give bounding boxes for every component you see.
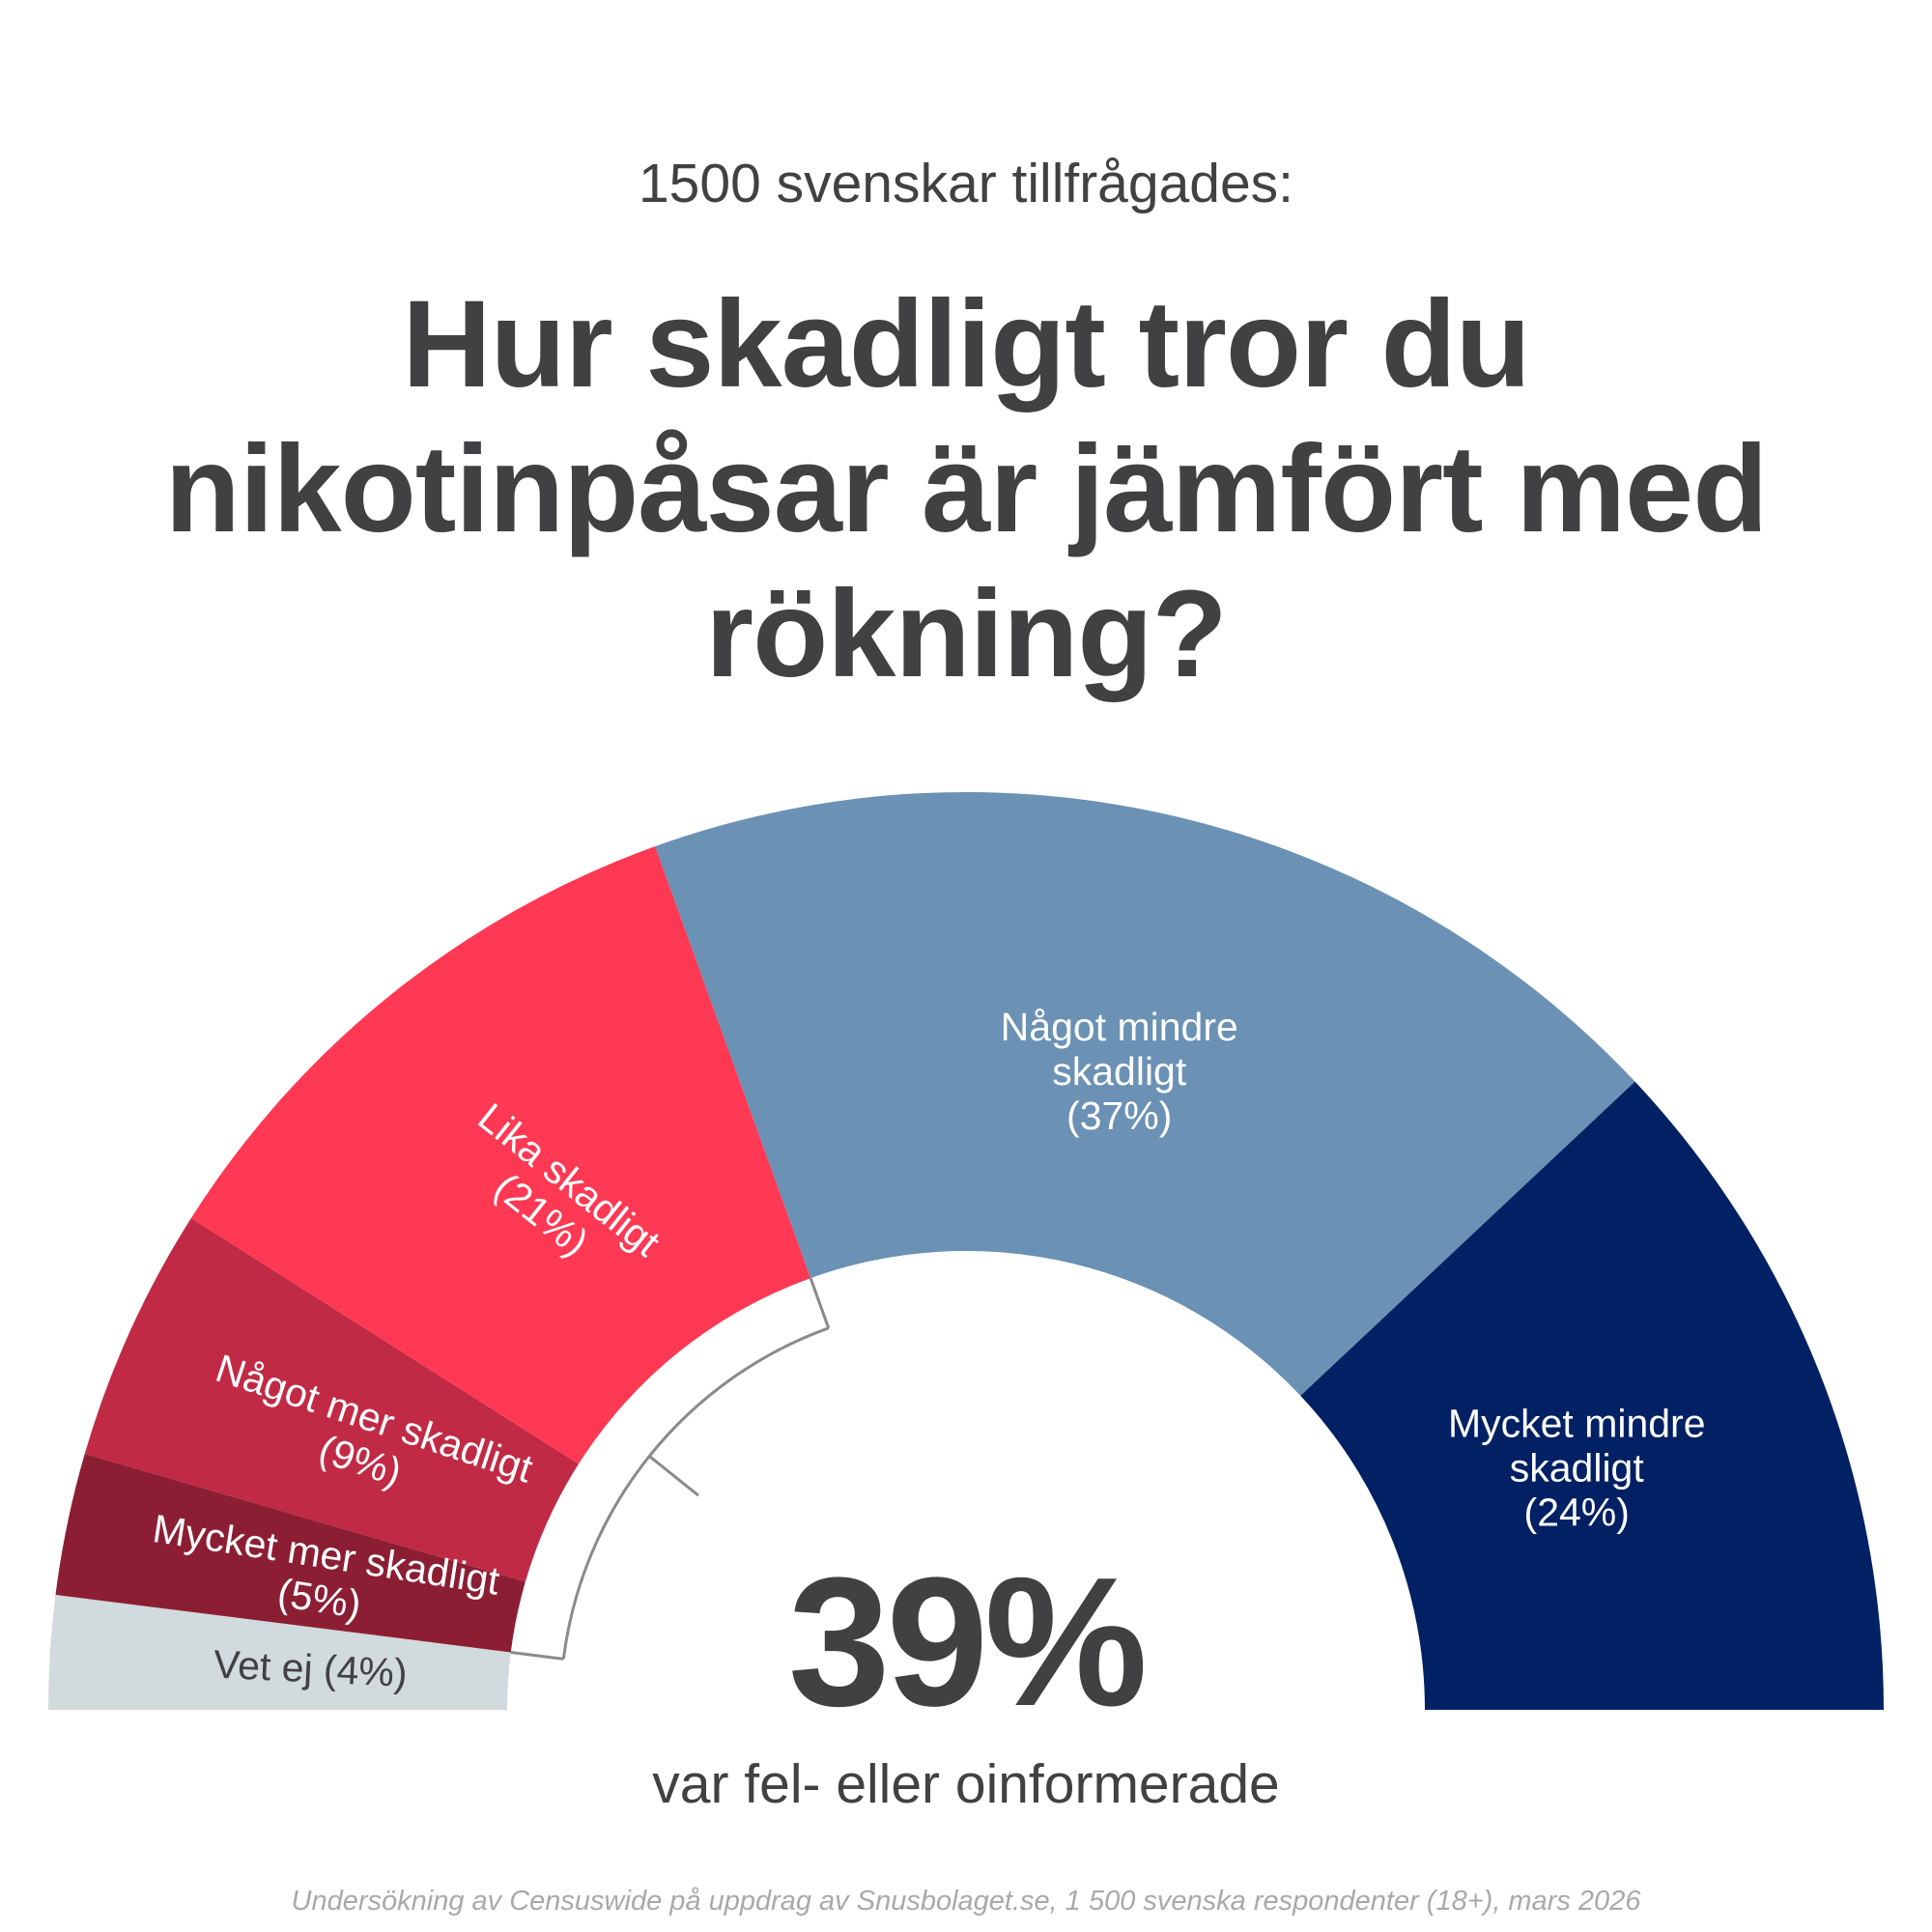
source-footnote: Undersökning av Censuswide på uppdrag av… [291,1886,1641,1917]
slice-mycket-mindre [1300,1081,1884,1710]
question-title: Hur skadligt tror du nikotinpåsar är jäm… [164,275,1769,703]
headline-percent: 39% [787,1540,1148,1745]
slice-nagot-mindre [655,792,1635,1396]
intro-text: 1500 svenskar tillfrågades: [638,153,1294,214]
headline-caption: var fel- eller oinformerade [652,1753,1280,1815]
slice-label-vet-ej-4: Vet ej (4%) [213,1642,408,1695]
chart-slices [48,792,1884,1710]
bracket-pointer-tick [648,1455,699,1497]
slice-nagot-mer-skadligt [84,1217,579,1582]
slice-label-nagot-mindre: Något mindre skadligt (37%) [1001,1005,1238,1138]
slice-lika-skadligt [190,846,811,1464]
bracket-group [510,1277,831,1661]
bracket-end-tick [809,1277,831,1329]
slice-vet-ej-4 [48,1594,511,1710]
bracket-start-tick [510,1650,564,1661]
slice-mycket-mer-skadligt [55,1453,526,1653]
slice-label-mycket-mindre: Mycket mindre skadligt (24%) [1448,1402,1706,1535]
